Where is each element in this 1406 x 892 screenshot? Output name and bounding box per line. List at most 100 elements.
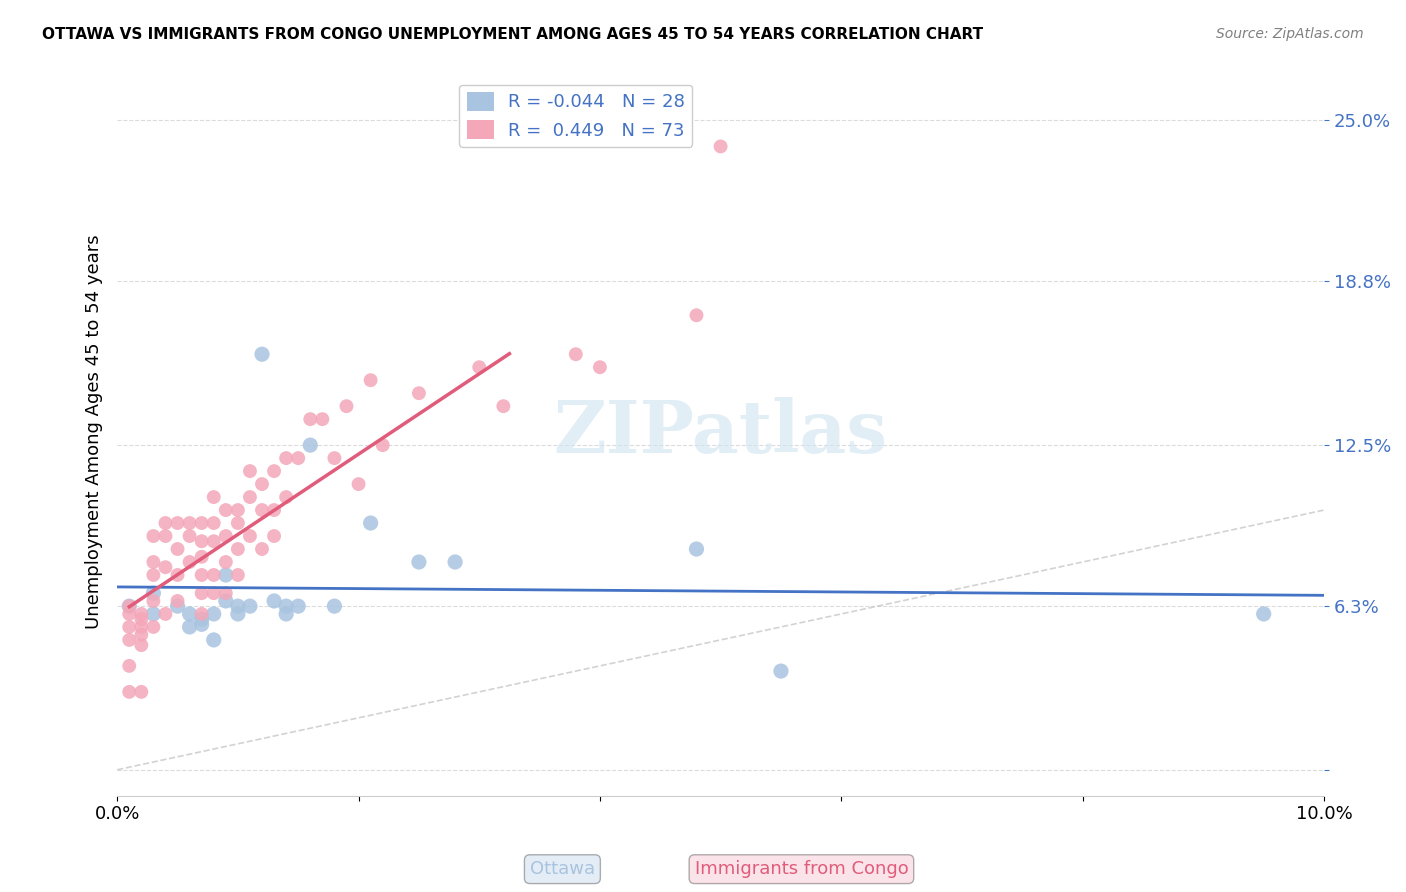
Text: ZIPatlas: ZIPatlas [554,397,887,467]
Y-axis label: Unemployment Among Ages 45 to 54 years: Unemployment Among Ages 45 to 54 years [86,235,103,630]
Point [239,490,262,504]
Point [239,529,262,543]
Point [118,620,141,634]
Point [142,607,165,621]
Point [190,607,212,621]
Point [202,516,225,530]
Point [131,685,153,699]
Point [492,399,515,413]
Point [408,386,430,401]
Point [685,308,707,322]
Point [155,607,177,621]
Point [276,607,298,621]
Point [685,541,707,556]
Point [215,503,238,517]
Point [118,685,141,699]
Point [142,620,165,634]
Point [131,607,153,621]
Text: Source: ZipAtlas.com: Source: ZipAtlas.com [1216,27,1364,41]
Point [250,347,273,361]
Point [360,373,382,387]
Point [299,412,322,426]
Point [190,617,212,632]
Point [179,516,201,530]
Point [215,594,238,608]
Point [155,560,177,574]
Point [190,568,212,582]
Point [226,541,249,556]
Point [468,360,491,375]
Point [118,599,141,614]
Text: OTTAWA VS IMMIGRANTS FROM CONGO UNEMPLOYMENT AMONG AGES 45 TO 54 YEARS CORRELATI: OTTAWA VS IMMIGRANTS FROM CONGO UNEMPLOY… [42,27,983,42]
Point [444,555,467,569]
Legend: R = -0.044   N = 28, R =  0.449   N = 73: R = -0.044 N = 28, R = 0.449 N = 73 [460,85,692,147]
Point [179,607,201,621]
Point [142,594,165,608]
Point [166,516,188,530]
Point [190,612,212,626]
Point [142,555,165,569]
Point [360,516,382,530]
Point [179,620,201,634]
Point [118,599,141,614]
Point [239,599,262,614]
Point [118,659,141,673]
Point [311,412,333,426]
Point [769,664,792,678]
Point [131,638,153,652]
Point [335,399,357,413]
Point [239,464,262,478]
Point [142,568,165,582]
Point [276,599,298,614]
Point [190,586,212,600]
Point [215,586,238,600]
Point [287,451,309,466]
Point [215,568,238,582]
Point [565,347,588,361]
Point [202,632,225,647]
Point [131,620,153,634]
Point [287,599,309,614]
Point [263,594,285,608]
Point [250,503,273,517]
Point [155,529,177,543]
Point [226,607,249,621]
Point [166,541,188,556]
Point [118,607,141,621]
Point [215,529,238,543]
Point [226,568,249,582]
Point [408,555,430,569]
Point [323,599,346,614]
Point [215,555,238,569]
Point [371,438,394,452]
Point [276,490,298,504]
Point [179,555,201,569]
Point [263,529,285,543]
Text: Ottawa: Ottawa [530,860,595,878]
Point [589,360,612,375]
Point [166,594,188,608]
Point [202,568,225,582]
Point [323,451,346,466]
Point [202,586,225,600]
Point [166,599,188,614]
Point [142,586,165,600]
Point [226,516,249,530]
Point [263,503,285,517]
Point [347,477,370,491]
Point [155,516,177,530]
Point [202,490,225,504]
Point [250,541,273,556]
Point [299,438,322,452]
Point [118,632,141,647]
Point [190,534,212,549]
Point [250,477,273,491]
Point [1253,607,1275,621]
Point [226,503,249,517]
Point [263,464,285,478]
Point [131,612,153,626]
Point [179,529,201,543]
Point [202,607,225,621]
Text: Immigrants from Congo: Immigrants from Congo [695,860,908,878]
Point [131,628,153,642]
